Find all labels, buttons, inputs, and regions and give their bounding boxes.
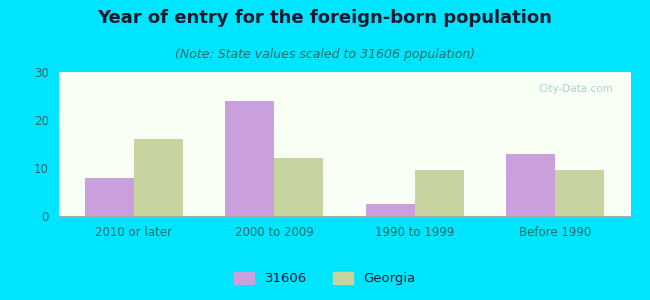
Legend: 31606, Georgia: 31606, Georgia xyxy=(229,266,421,290)
Bar xyxy=(225,101,274,216)
Bar xyxy=(84,178,134,216)
Bar xyxy=(415,170,464,216)
Bar xyxy=(134,139,183,216)
Text: City-Data.com: City-Data.com xyxy=(539,83,614,94)
Text: (Note: State values scaled to 31606 population): (Note: State values scaled to 31606 popu… xyxy=(175,48,475,61)
Text: Year of entry for the foreign-born population: Year of entry for the foreign-born popul… xyxy=(98,9,552,27)
Bar xyxy=(506,154,555,216)
Bar xyxy=(274,158,324,216)
Bar xyxy=(365,204,415,216)
Bar xyxy=(555,170,605,216)
